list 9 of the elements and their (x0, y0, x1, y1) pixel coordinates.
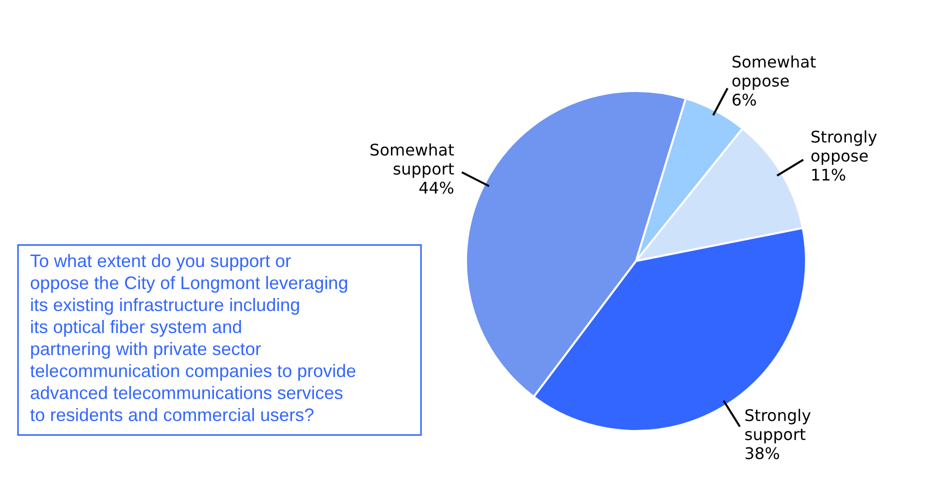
data-label: 44% (418, 178, 454, 198)
slice-label: Somewhat oppose (731, 52, 816, 91)
text: To what extent do you support or oppose the City of Longmont leveraging its existing infrastructure including its optical fiber system and partnering with private sector telecommunication companies to provide advanced telecommunications services to residents and commercial users? (30, 251, 356, 425)
slice-label: Somewhat support (370, 140, 454, 178)
slice-label: Strongly support (744, 406, 812, 444)
slice-label: Strongly oppose (810, 127, 878, 166)
data-label: 11% (810, 165, 846, 184)
data-label: 38% (744, 444, 780, 463)
data-label: 6% (731, 90, 757, 110)
